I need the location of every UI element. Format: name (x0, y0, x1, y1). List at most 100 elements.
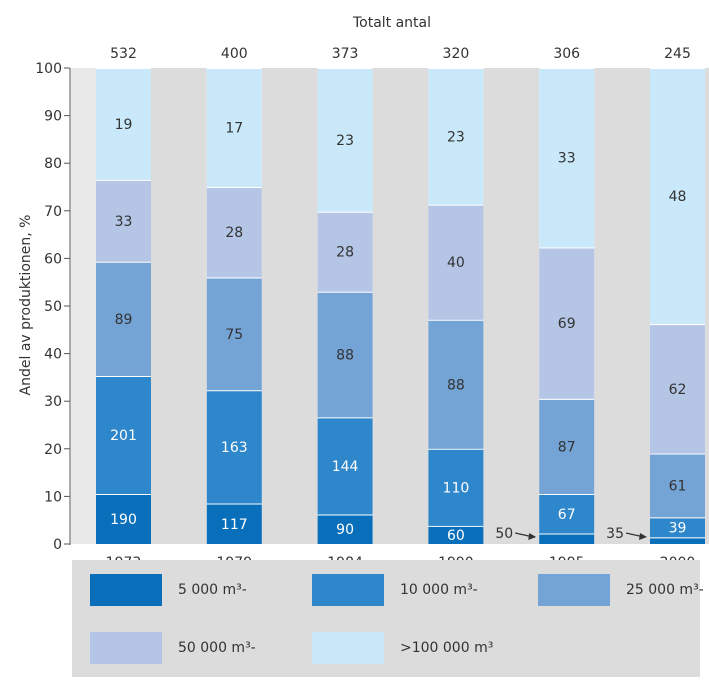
y-tick-label: 30 (44, 394, 62, 410)
legend-swatch (312, 574, 384, 606)
data-label: 28 (336, 245, 354, 261)
bar-segment (539, 494, 595, 534)
data-label: 88 (336, 348, 354, 364)
legend-item: >100 000 m³ (312, 632, 493, 664)
gap-band (372, 68, 429, 544)
bar-segment (206, 503, 262, 544)
bar-segment (206, 390, 262, 504)
bar-segment (539, 68, 595, 248)
data-label: 39 (669, 520, 687, 536)
total-count-label: 532 (110, 46, 137, 62)
data-label: 201 (110, 428, 137, 444)
bar-segment (96, 68, 151, 180)
y-axis-label: Andel av produktionen, % (18, 215, 34, 396)
legend-swatch (90, 632, 162, 664)
y-tick-label: 20 (44, 442, 62, 458)
total-count-label: 245 (664, 46, 691, 62)
bar-segment (539, 533, 595, 544)
y-tick-label: 100 (35, 61, 62, 77)
bar-segment (650, 537, 705, 544)
data-label: 89 (115, 312, 133, 328)
legend-swatch (538, 574, 610, 606)
bar-segment (96, 261, 151, 376)
bar-segment (428, 448, 484, 526)
y-tick-label: 70 (44, 204, 62, 220)
bar-segment (317, 417, 373, 515)
bar-segment (317, 291, 373, 418)
bar-segment (206, 277, 262, 391)
legend-label: >100 000 m³ (400, 640, 494, 656)
legend-item: 10 000 m³- (312, 574, 478, 606)
data-label: 61 (669, 478, 687, 494)
bars-layer: 0 10 20 30 40 50 60 70 80 90 100 190 201 89 33 19 532 197… (35, 46, 709, 560)
bar-segment (96, 494, 151, 544)
chart-title: Totalt antal (352, 15, 431, 31)
bar-segment (428, 204, 484, 320)
legend-item: 5 000 m³- (90, 574, 247, 606)
y-tick-label: 50 (44, 299, 62, 315)
gap-band (483, 68, 540, 544)
gap-band (594, 68, 650, 544)
bar-segment (539, 247, 595, 399)
data-label: 33 (115, 214, 133, 230)
legend-item: 50 000 m³- (90, 632, 256, 664)
data-label: 117 (221, 517, 248, 533)
stacked-bar-chart: Totalt antal Andel av produktionen, % 0 1… (18, 15, 709, 560)
total-count-label: 320 (443, 46, 470, 62)
bar-segment (317, 211, 373, 292)
legend-swatch (90, 574, 162, 606)
leader-arrowhead (639, 533, 647, 540)
bar-segment (428, 68, 484, 205)
bar-segment (96, 375, 151, 495)
x-tick-label: 1984 (327, 555, 363, 560)
total-count-label: 400 (221, 46, 248, 62)
data-label: 23 (447, 129, 465, 145)
legend-label: 10 000 m³- (400, 582, 478, 598)
data-label: 190 (110, 512, 137, 528)
bar-segment (650, 68, 705, 325)
data-label: 40 (447, 255, 465, 271)
bar-segment (317, 514, 373, 544)
legend-swatch (312, 632, 384, 664)
data-label: 48 (669, 189, 687, 205)
data-label: 144 (332, 459, 359, 475)
data-label: 28 (225, 225, 243, 241)
x-tick-label: 1979 (216, 555, 252, 560)
data-label: 87 (558, 439, 576, 455)
gap-band (71, 68, 96, 544)
data-label: 88 (447, 377, 465, 393)
y-tick-label: 80 (44, 156, 62, 172)
bar-segment (650, 324, 705, 454)
gap-band (705, 68, 709, 544)
data-label: 60 (447, 528, 465, 544)
data-label: 75 (225, 327, 243, 343)
data-label: 163 (221, 440, 248, 456)
bar-segment (428, 319, 484, 449)
bar-segment (317, 68, 373, 212)
data-label: 50 (495, 526, 513, 542)
data-label: 69 (558, 316, 576, 332)
gap-band (151, 68, 207, 544)
data-label: 17 (225, 121, 243, 137)
y-tick-label: 40 (44, 347, 62, 363)
data-label: 33 (558, 151, 576, 167)
y-tick-label: 0 (53, 537, 62, 553)
y-tick-label: 60 (44, 251, 62, 267)
legend-label: 25 000 m³- (626, 582, 704, 598)
data-label: 110 (443, 480, 470, 496)
legend: 5 000 m³- 10 000 m³- 25 000 m³- 50 000 m³- >… (72, 560, 704, 677)
bar-segment (539, 398, 595, 495)
x-tick-label: 1995 (549, 555, 585, 560)
total-count-label: 306 (553, 46, 580, 62)
gap-band (261, 68, 318, 544)
legend-item: 25 000 m³- (538, 574, 704, 606)
data-label: 19 (115, 117, 133, 133)
data-label: 67 (558, 507, 576, 523)
y-tick-label: 10 (44, 489, 62, 505)
total-count-label: 373 (332, 46, 359, 62)
data-label: 35 (606, 526, 624, 542)
bar-segment (650, 517, 705, 538)
bar-segment (428, 525, 484, 544)
x-tick-label: 2000 (660, 555, 696, 560)
bar-segment (96, 179, 151, 262)
